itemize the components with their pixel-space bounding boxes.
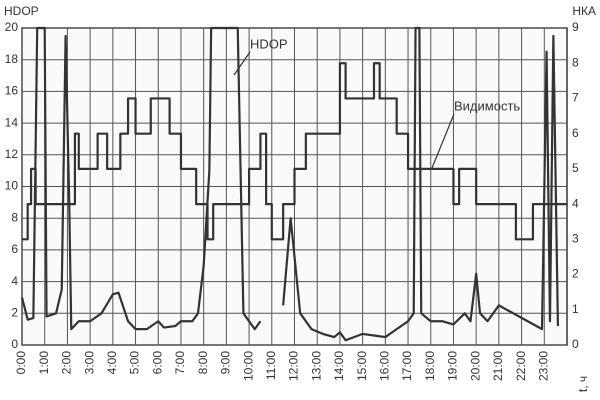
x-tick-label: 13:00 xyxy=(309,351,323,381)
y-tick-label: 0 xyxy=(11,337,18,351)
x-tick-label: 1:00 xyxy=(37,351,51,375)
x-tick-label: 17:00 xyxy=(400,351,414,381)
y2-axis-label: НКА xyxy=(572,4,596,18)
y2-tick-label: 3 xyxy=(572,232,579,246)
x-tick-label: 18:00 xyxy=(423,351,437,381)
x-tick-label: 3:00 xyxy=(82,351,96,375)
series-line xyxy=(20,26,560,342)
y-tick-label: 8 xyxy=(11,210,18,224)
y-tick-label: 18 xyxy=(5,52,19,66)
series-line xyxy=(22,62,567,241)
label-pointer xyxy=(431,113,455,169)
x-tick-label: 7:00 xyxy=(173,351,187,375)
y2-tick-label: 6 xyxy=(572,126,579,140)
x-tick-label: 16:00 xyxy=(378,351,392,381)
x-tick-label: 2:00 xyxy=(60,351,74,375)
x-tick-label: 15:00 xyxy=(355,351,369,381)
x-tick-label: 11:00 xyxy=(264,351,278,380)
label-pointer xyxy=(233,51,251,76)
x-tick-label: 6:00 xyxy=(150,351,164,375)
y-tick-label: 14 xyxy=(5,115,19,129)
x-tick-label: 5:00 xyxy=(128,351,142,375)
x-tick-label: 12:00 xyxy=(287,351,301,381)
y-tick-label: 12 xyxy=(5,147,19,161)
y2-tick-label: 7 xyxy=(572,91,579,105)
y2-tick-label: 4 xyxy=(572,196,579,210)
x-tick-label: 8:00 xyxy=(196,351,210,375)
y2-tick-label: 2 xyxy=(572,267,579,281)
series-label: HDOP xyxy=(250,36,288,51)
x-tick-label: 4:00 xyxy=(105,351,119,375)
y2-tick-label: 9 xyxy=(572,20,579,34)
x-tick-label: 23:00 xyxy=(536,351,550,381)
x-tick-label: 19:00 xyxy=(446,351,460,381)
x-axis-label: t, ч xyxy=(576,376,590,392)
x-tick-label: 20:00 xyxy=(468,351,482,381)
y-axis-label: HDOP xyxy=(4,4,39,18)
x-tick-label: 14:00 xyxy=(332,351,346,381)
y-tick-label: 10 xyxy=(5,179,19,193)
y-tick-label: 20 xyxy=(5,20,19,34)
y2-tick-label: 8 xyxy=(572,55,579,69)
x-tick-label: 10:00 xyxy=(241,351,255,381)
series-label: Видимость xyxy=(454,98,520,113)
x-tick-label: 21:00 xyxy=(491,351,505,381)
y-tick-label: 16 xyxy=(5,84,19,98)
y2-tick-label: 0 xyxy=(572,337,579,351)
x-tick-label: 0:00 xyxy=(14,351,28,375)
y-tick-label: 6 xyxy=(11,242,18,256)
y-tick-label: 4 xyxy=(11,274,18,288)
y2-tick-label: 5 xyxy=(572,161,579,175)
x-tick-label: 9:00 xyxy=(219,351,233,375)
y2-tick-label: 1 xyxy=(572,302,579,316)
x-tick-label: 22:00 xyxy=(514,351,528,381)
y-tick-label: 2 xyxy=(11,305,18,319)
